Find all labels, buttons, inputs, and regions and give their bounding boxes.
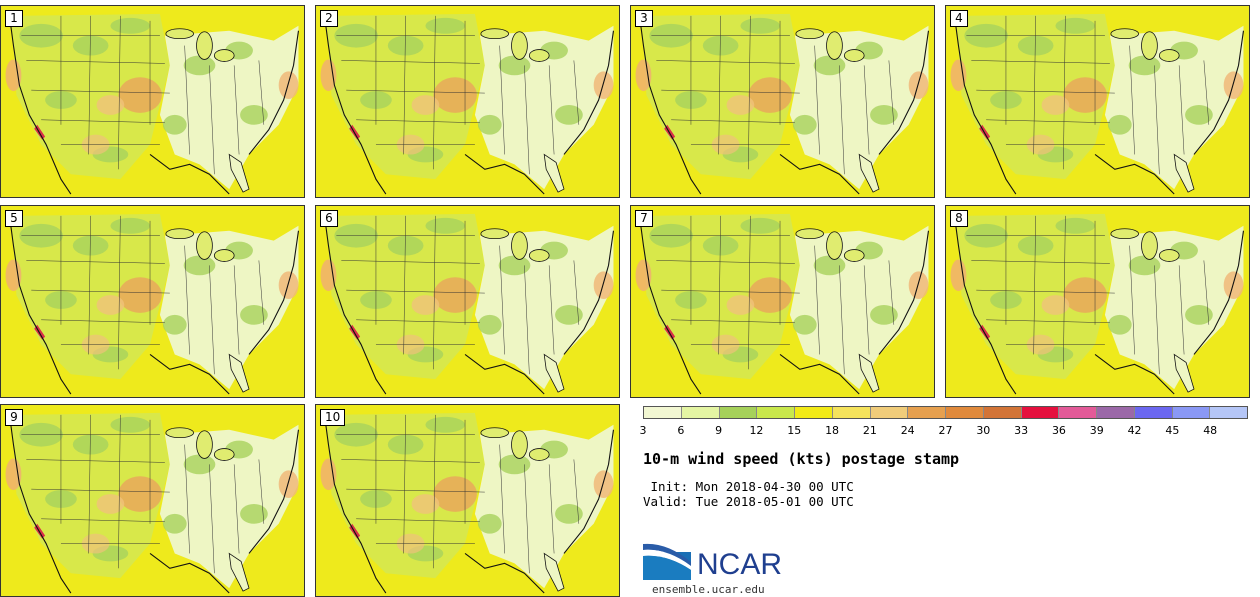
wind-speed-map <box>1 405 304 596</box>
wind-speed-map <box>631 206 934 397</box>
website-url[interactable]: ensemble.ucar.edu <box>652 583 765 596</box>
member-number: 4 <box>950 10 968 27</box>
wind-speed-map <box>316 206 619 397</box>
map-panel-7: 7 <box>630 205 935 398</box>
colorbar-segment <box>795 407 833 418</box>
colorbar-segment <box>1021 407 1060 418</box>
map-panel-8: 8 <box>945 205 1250 398</box>
member-number: 3 <box>635 10 653 27</box>
colorbar-segment <box>1059 407 1097 418</box>
colorbar-segment <box>1097 407 1135 418</box>
colorbar-tick-label: 30 <box>976 424 991 437</box>
wind-speed-map <box>946 6 1249 197</box>
wind-speed-map <box>631 6 934 197</box>
colorbar-segment <box>757 407 795 418</box>
colorbar-segment <box>644 407 682 418</box>
wind-speed-map <box>1 206 304 397</box>
member-number: 10 <box>320 409 346 426</box>
map-panel-4: 4 <box>945 5 1250 198</box>
member-number: 6 <box>320 210 338 227</box>
colorbar-tick-label: 21 <box>862 424 877 437</box>
colorbar-tick-label: 33 <box>1014 424 1029 437</box>
colorbar <box>643 406 1248 419</box>
map-panel-2: 2 <box>315 5 620 198</box>
member-number: 2 <box>320 10 338 27</box>
colorbar-tick-label: 15 <box>787 424 802 437</box>
colorbar-tick-label: 9 <box>715 424 723 437</box>
plot-title: 10-m wind speed (kts) postage stamp <box>643 450 960 468</box>
colorbar-tick-label: 39 <box>1089 424 1104 437</box>
map-panel-9: 9 <box>0 404 305 597</box>
colorbar-tick-label: 6 <box>677 424 685 437</box>
colorbar-tick-label: 42 <box>1127 424 1142 437</box>
wind-speed-map <box>316 6 619 197</box>
colorbar-tick-label: 3 <box>639 424 647 437</box>
colorbar-segment <box>870 407 909 418</box>
map-panel-6: 6 <box>315 205 620 398</box>
colorbar-segment <box>1210 407 1247 418</box>
colorbar-segment <box>832 407 871 418</box>
colorbar-tick-label: 24 <box>900 424 915 437</box>
colorbar-segment <box>1172 407 1211 418</box>
colorbar-tick-label: 18 <box>825 424 840 437</box>
member-number: 1 <box>5 10 23 27</box>
member-number: 5 <box>5 210 23 227</box>
wind-speed-map <box>1 6 304 197</box>
colorbar-segment <box>719 407 758 418</box>
colorbar-segment <box>908 407 946 418</box>
member-number: 7 <box>635 210 653 227</box>
wind-speed-map <box>946 206 1249 397</box>
colorbar-segment <box>1134 407 1173 418</box>
init-time: Init: Mon 2018-04-30 00 UTC <box>643 479 854 494</box>
colorbar-tick-label: 12 <box>749 424 764 437</box>
logo-text: NCAR <box>697 548 783 581</box>
ncar-logo-icon <box>643 543 691 580</box>
map-panel-5: 5 <box>0 205 305 398</box>
valid-time: Valid: Tue 2018-05-01 00 UTC <box>643 494 854 509</box>
map-panel-3: 3 <box>630 5 935 198</box>
wind-speed-map <box>316 405 619 596</box>
colorbar-tick-label: 45 <box>1165 424 1180 437</box>
member-number: 9 <box>5 409 23 426</box>
member-number: 8 <box>950 210 968 227</box>
map-panel-10: 10 <box>315 404 620 597</box>
colorbar-segment <box>946 407 984 418</box>
colorbar-tick-label: 36 <box>1051 424 1066 437</box>
colorbar-tick-label: 48 <box>1203 424 1218 437</box>
colorbar-segment <box>681 407 720 418</box>
colorbar-segment <box>983 407 1022 418</box>
colorbar-tick-label: 27 <box>938 424 953 437</box>
map-panel-1: 1 <box>0 5 305 198</box>
